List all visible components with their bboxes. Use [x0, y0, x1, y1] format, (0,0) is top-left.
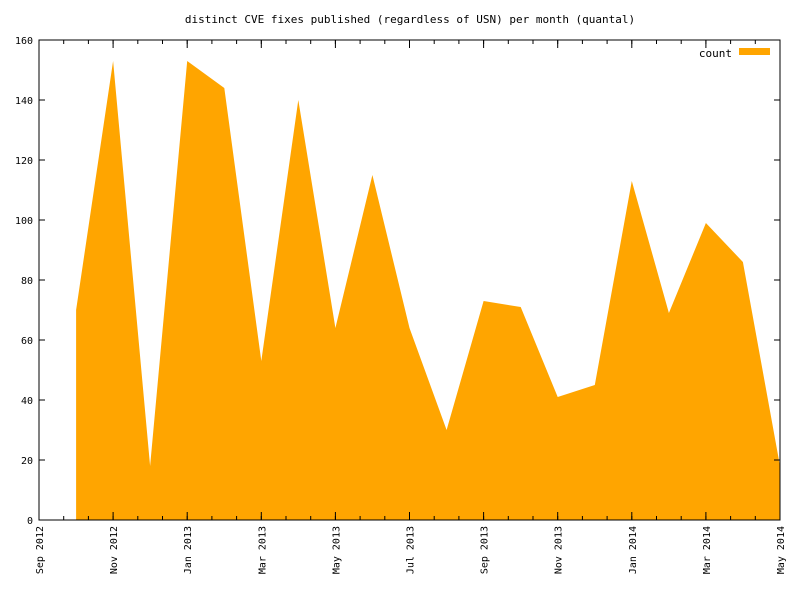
- y-tick-label: 80: [21, 276, 33, 287]
- x-tick-label: Jan 2014: [628, 526, 639, 574]
- x-tick-label: Mar 2013: [257, 526, 268, 574]
- legend-label: count: [699, 47, 732, 60]
- y-tick-label: 0: [27, 516, 33, 527]
- y-tick-label: 140: [15, 96, 33, 107]
- y-tick-label: 20: [21, 456, 33, 467]
- y-tick-label: 120: [15, 156, 33, 167]
- x-tick-label: May 2014: [776, 526, 787, 574]
- y-tick-label: 60: [21, 336, 33, 347]
- x-tick-label: Jan 2013: [183, 526, 194, 574]
- x-tick-label: Sep 2012: [35, 526, 46, 574]
- x-tick-label: Jul 2013: [406, 526, 417, 574]
- x-tick-label: May 2013: [331, 526, 342, 574]
- legend-swatch: [739, 48, 770, 55]
- y-tick-label: 40: [21, 396, 33, 407]
- chart-title: distinct CVE fixes published (regardless…: [185, 13, 635, 26]
- area-series-0: [76, 61, 781, 520]
- area-layer: [76, 61, 781, 520]
- axes-layer: 0 20 40 60 80 100 120 140 160 Sep 2012 Nov 2012 Jan…: [15, 36, 787, 574]
- x-tick-label: Nov 2013: [554, 526, 565, 574]
- legend: count: [699, 47, 770, 60]
- y-tick-label: 160: [15, 36, 33, 47]
- x-tick-label: Nov 2012: [109, 526, 120, 574]
- x-tick-label: Mar 2014: [702, 526, 713, 574]
- x-tick-label: Sep 2013: [480, 526, 491, 574]
- y-tick-label: 100: [15, 216, 33, 227]
